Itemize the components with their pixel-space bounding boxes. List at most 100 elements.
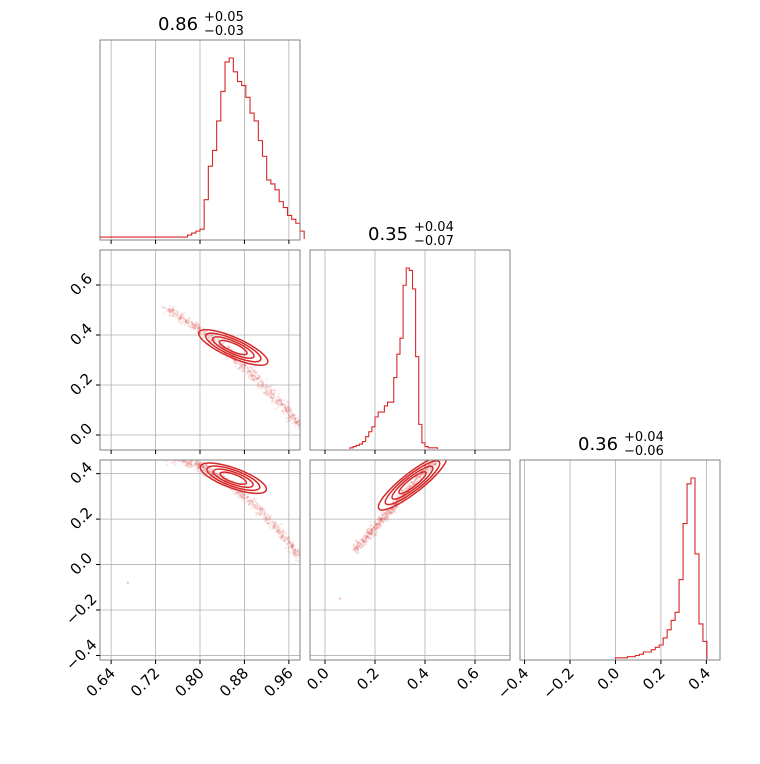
sample-point — [254, 375, 257, 378]
sample-point — [280, 399, 283, 402]
sample-point — [213, 338, 216, 342]
sample-point — [362, 547, 365, 550]
sample-point — [248, 372, 251, 375]
sample-point — [367, 531, 370, 534]
sample-point — [166, 308, 169, 311]
sample-point — [362, 540, 365, 543]
contour-level-3 — [377, 460, 448, 511]
sample-point — [164, 306, 167, 309]
sample-point — [402, 489, 405, 492]
sample-point — [386, 515, 389, 518]
sample-point — [258, 508, 262, 511]
sample-point — [242, 370, 245, 373]
x-tick-label: −0.2 — [539, 664, 577, 702]
sample-point — [408, 484, 411, 487]
sample-point — [433, 456, 435, 458]
sample-point — [359, 546, 362, 549]
sample-point — [434, 462, 437, 465]
sample-point — [295, 422, 298, 425]
sample-point — [295, 420, 298, 423]
sample-point — [171, 310, 174, 313]
sample-point — [258, 513, 261, 516]
sample-point — [187, 317, 190, 320]
x-tick-label: 0.4 — [685, 664, 715, 694]
sample-point — [245, 372, 248, 375]
sample-point — [265, 518, 268, 522]
sample-point — [287, 415, 291, 418]
sample-point — [385, 515, 388, 518]
sample-point — [292, 544, 295, 547]
sample-point — [180, 317, 183, 320]
sample-point — [285, 405, 289, 408]
sample-point — [296, 554, 299, 557]
sample-point — [198, 462, 201, 465]
sample-point — [173, 313, 176, 316]
sample-point — [364, 531, 368, 534]
sample-point — [360, 542, 363, 546]
sample-point — [248, 500, 251, 504]
sample-point — [357, 544, 360, 547]
sample-point — [415, 476, 418, 479]
sample-point — [165, 460, 168, 463]
sample-point — [391, 508, 395, 511]
sample-point — [244, 500, 247, 503]
sample-point — [187, 460, 191, 463]
sample-point — [250, 373, 253, 376]
sample-point — [268, 385, 271, 388]
sample-point — [266, 385, 270, 389]
sample-point — [252, 378, 255, 381]
sample-point — [411, 482, 414, 485]
sample-point — [261, 382, 264, 385]
sample-point — [381, 514, 384, 518]
sample-point — [162, 312, 165, 315]
sample-point — [376, 522, 379, 525]
y-tick-label: −0.4 — [62, 636, 100, 674]
sample-point — [394, 510, 397, 514]
sample-point — [211, 472, 214, 475]
sample-point — [236, 495, 239, 498]
sample-point — [174, 463, 177, 466]
sample-point — [197, 326, 201, 329]
sample-point — [241, 492, 244, 495]
sample-point — [167, 309, 170, 312]
sample-point — [284, 406, 287, 409]
x-tick-label: 0.0 — [303, 664, 333, 694]
sample-point — [171, 310, 174, 313]
sample-point — [295, 553, 298, 556]
sample-point — [291, 542, 294, 545]
sample-point — [246, 495, 250, 498]
sample-point — [291, 413, 294, 416]
sample-point — [273, 524, 276, 527]
sample-point — [370, 528, 373, 531]
sample-point — [364, 538, 368, 541]
sample-point — [285, 410, 289, 413]
sample-point — [271, 393, 274, 397]
sample-point — [168, 455, 170, 457]
sample-point — [259, 513, 262, 517]
sample-point — [385, 516, 388, 519]
sample-point — [198, 326, 201, 330]
x-tick-label: 0.96 — [260, 664, 296, 700]
sample-point — [288, 409, 291, 412]
sample-point — [294, 422, 297, 425]
sample-point — [294, 418, 297, 421]
sample-point — [203, 464, 206, 467]
sample-point — [256, 377, 259, 380]
sample-point — [396, 494, 399, 497]
sample-point — [250, 368, 253, 371]
sample-point — [247, 499, 250, 502]
sample-point — [255, 377, 259, 381]
sample-point — [384, 517, 387, 520]
sample-point — [170, 308, 173, 312]
sample-point — [291, 413, 295, 417]
title-value-1: 0.86 — [158, 14, 198, 35]
sample-point — [238, 493, 241, 497]
sample-point — [177, 319, 180, 322]
sample-point — [426, 467, 429, 470]
sample-point — [372, 526, 375, 529]
sample-point — [208, 468, 211, 471]
sample-point — [252, 369, 255, 372]
sample-point — [256, 383, 259, 386]
sample-point — [177, 456, 179, 458]
sample-point — [270, 388, 273, 391]
